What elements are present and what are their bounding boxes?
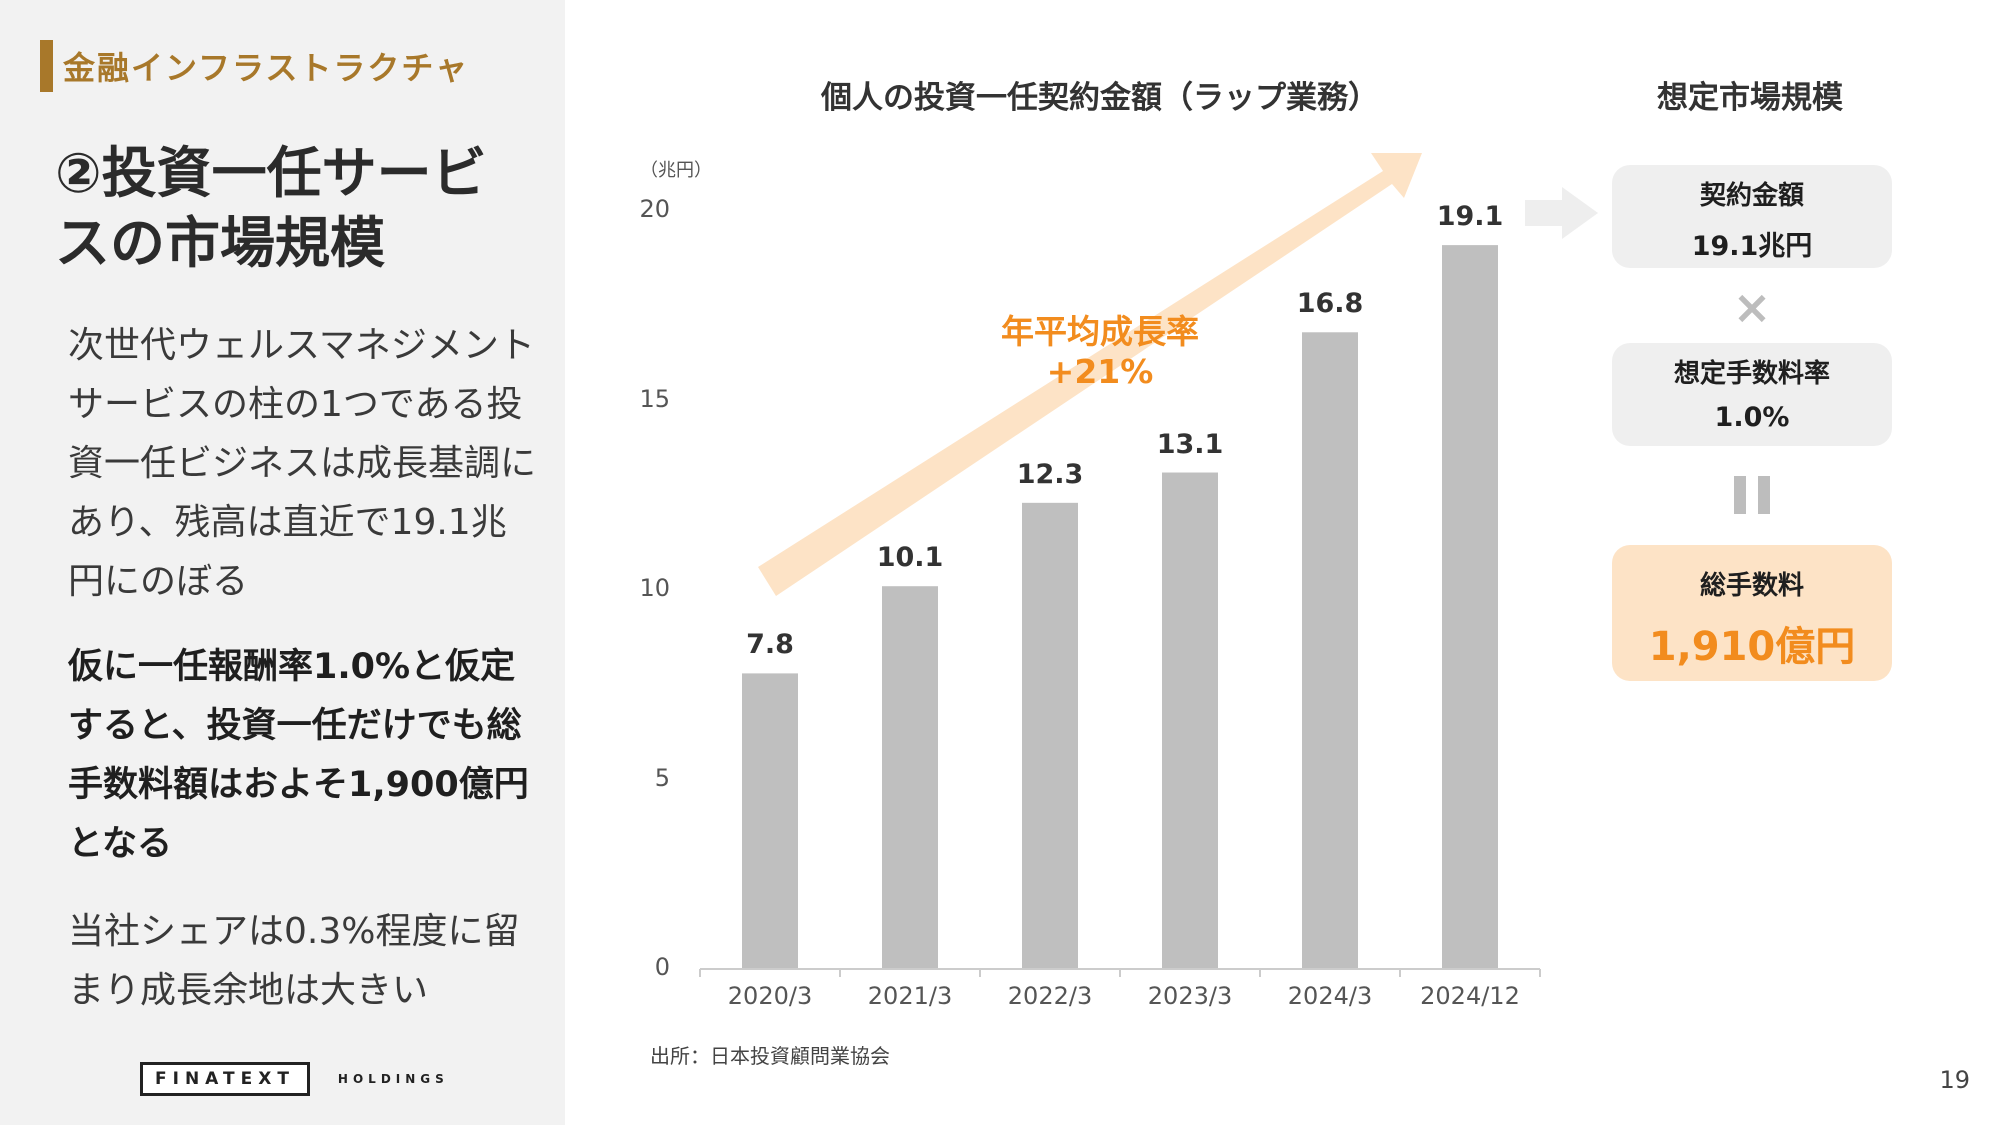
left-panel: 金融インフラストラクチャ ②投資一任サービスの市場規模 次世代ウェルスマネジメン… — [0, 0, 565, 1125]
page-title: ②投資一任サービスの市場規模 — [55, 141, 487, 275]
growth-arrow — [758, 153, 1422, 596]
contract-amount-value: 19.1兆円 — [1691, 231, 1813, 262]
total-fee-label: 総手数料 — [1699, 571, 1804, 601]
fee-rate-label: 想定手数料率 — [1673, 359, 1830, 389]
bar-2021/3 — [882, 586, 938, 969]
bar-value-label: 7.8 — [746, 629, 794, 661]
total-fee-card: 総手数料 1,910億円 — [1612, 545, 1892, 681]
cagr-value: +21% — [1046, 352, 1154, 391]
right-arrow-icon — [1525, 187, 1598, 239]
market-size-title: 想定市場規模 — [1657, 80, 1843, 116]
fee-assumption-paragraph: 仮に一任報酬率1.0%と仮定すると、投資一任だけでも総手数料額はおよそ1,900… — [68, 647, 529, 864]
total-fee-value: 1,910億円 — [1648, 624, 1856, 670]
bar-value-label: 19.1 — [1436, 201, 1504, 233]
logo-sub: HOLDINGS — [337, 1072, 449, 1086]
x-tick-label: 2023/3 — [1147, 982, 1233, 1010]
section-label: 金融インフラストラクチャ — [63, 49, 470, 87]
y-tick-label: 5 — [654, 763, 670, 792]
logo-main: FINATEXT — [140, 1062, 310, 1096]
chart-title: 個人の投資一任契約金額（ラップ業務） — [821, 80, 1379, 116]
bar-value-label: 13.1 — [1156, 428, 1224, 460]
bar-value-label: 12.3 — [1016, 458, 1084, 490]
bar-value-label: 10.1 — [876, 542, 944, 574]
y-tick-label: 20 — [639, 195, 670, 223]
equals-bar-left — [1734, 476, 1746, 514]
bar-2020/3 — [742, 673, 798, 969]
description-paragraph: 次世代ウェルスマネジメントサービスの柱の1つである投資一任ビジネスは成長基調にあ… — [68, 325, 537, 602]
equals-bar-right — [1758, 476, 1770, 514]
cagr-annotation: 年平均成長率 +21% — [960, 312, 1240, 392]
x-tick-marks — [699, 969, 1541, 977]
section-tag-bar — [40, 40, 53, 92]
x-tick-label: 2022/3 — [1007, 982, 1093, 1010]
contract-amount-label: 契約金額 — [1699, 181, 1804, 211]
y-tick-label: 15 — [639, 384, 670, 413]
page-number: 19 — [1939, 1066, 1970, 1094]
chart-unit-label: （兆円） — [640, 160, 712, 181]
contract-amount-card: 契約金額 19.1兆円 — [1612, 165, 1892, 268]
cagr-label: 年平均成長率 — [1001, 312, 1199, 351]
bar-2023/3 — [1162, 472, 1218, 969]
x-tick-label: 2024/3 — [1287, 982, 1373, 1010]
bars-group — [742, 245, 1498, 970]
bar-2024/12 — [1442, 245, 1498, 970]
fee-rate-value: 1.0% — [1714, 402, 1790, 433]
section-tag: 金融インフラストラクチャ — [40, 40, 469, 92]
fee-rate-card: 想定手数料率 1.0% — [1612, 343, 1892, 446]
bar-2024/3 — [1302, 332, 1358, 969]
equals-icon — [1734, 476, 1770, 514]
multiply-icon: × — [1732, 280, 1772, 334]
y-tick-label: 0 — [654, 953, 670, 981]
chart-source: 出所：日本投資顧問業協会 — [650, 1044, 890, 1068]
x-tick-label: 2020/3 — [727, 982, 813, 1010]
x-tick-label: 2024/12 — [1420, 982, 1520, 1010]
y-tick-label: 10 — [639, 574, 670, 602]
market-share-paragraph: 当社シェアは0.3%程度に留まり成長余地は大きい — [68, 911, 520, 1011]
x-tick-label: 2021/3 — [867, 982, 953, 1010]
bar-value-label: 16.8 — [1296, 288, 1364, 320]
bar-2022/3 — [1022, 502, 1078, 969]
company-logo: FINATEXT HOLDINGS — [140, 1062, 449, 1096]
